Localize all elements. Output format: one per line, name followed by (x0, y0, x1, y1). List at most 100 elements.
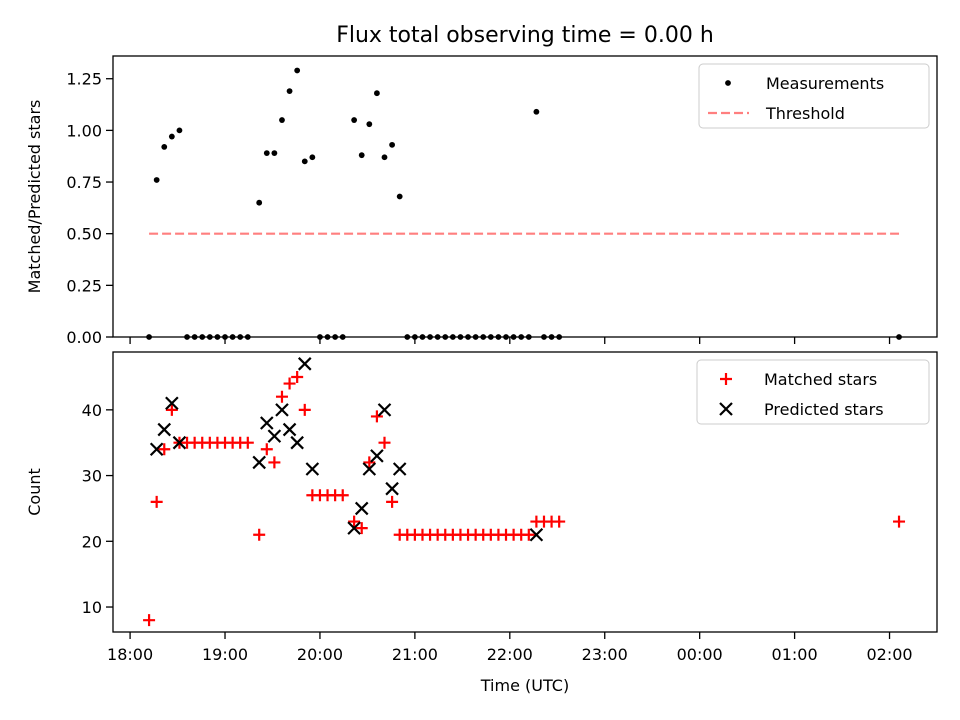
matched-stars-point (158, 443, 171, 456)
predicted-stars-point (149, 442, 164, 457)
matched-stars-point (553, 515, 566, 528)
bottom-panel: 10 20 30 40 18:00 19:00 20:00 21:00 22:00 23:00 00… (25, 351, 938, 695)
measurement-point (161, 144, 168, 150)
measurement-point (176, 127, 183, 134)
measurement-point (168, 133, 175, 140)
y-tick-label: 40 (82, 401, 102, 420)
measurement-point (358, 152, 365, 159)
matched-stars-point (253, 528, 266, 541)
measurement-point (271, 150, 278, 157)
matched-stars-point (291, 370, 304, 383)
legend-marker-matched-stars (720, 373, 732, 385)
series-predicted-stars (149, 357, 544, 542)
predicted-stars-point (157, 422, 172, 437)
matched-stars-point (336, 489, 349, 502)
chart-title: Flux total observing time = 0.00 h (336, 23, 714, 48)
legend-label: Measurements (766, 74, 884, 93)
matched-stars-point (893, 515, 906, 528)
measurement-point (286, 88, 293, 95)
legend (698, 63, 930, 129)
legend-marker-measurements (725, 80, 731, 86)
x-tick-label: 01:00 (772, 645, 818, 664)
legend (696, 359, 930, 425)
predicted-stars-point (377, 403, 392, 417)
top-panel: 0.00 0.25 0.50 0.75 1.00 1.25 Matched/Predicte… (25, 55, 938, 347)
measurement-point (351, 117, 358, 123)
x-tick-label: 23:00 (582, 645, 628, 664)
predicted-stars-point (165, 396, 179, 411)
y-tick-label: 10 (82, 598, 102, 617)
predicted-stars-point (529, 527, 544, 542)
matched-stars-point (165, 403, 178, 416)
y-tick-label: 20 (82, 532, 102, 551)
matched-stars-point (283, 377, 296, 390)
y-axis-label: Count (25, 468, 44, 516)
axes-frame (112, 351, 938, 633)
measurement-point (366, 121, 373, 128)
predicted-stars-point (290, 435, 304, 450)
predicted-stars-point (385, 481, 399, 496)
x-tick-label: 19:00 (202, 645, 248, 664)
matched-stars-point (143, 614, 156, 627)
predicted-stars-point (354, 501, 369, 516)
measurement-point (301, 158, 308, 165)
predicted-stars-point (392, 462, 407, 476)
matched-stars-point (370, 410, 383, 423)
x-tick-label: 18:00 (107, 645, 153, 664)
predicted-stars-point (172, 435, 187, 450)
measurement-point (381, 154, 388, 161)
predicted-stars-point (275, 403, 289, 417)
matched-stars-point (378, 436, 391, 449)
matched-stars-point (275, 390, 288, 403)
measurement-point (279, 117, 285, 123)
y-tick-label: 0.75 (66, 173, 102, 192)
y-tick-label: 0.25 (66, 276, 102, 295)
measurement-point (263, 150, 270, 157)
measurement-point (389, 141, 395, 148)
measurement-point (396, 193, 403, 200)
x-tick-label: 02:00 (866, 645, 912, 664)
matched-stars-point (522, 528, 535, 541)
measurement-point (533, 108, 540, 115)
matched-stars-point (355, 522, 368, 535)
matched-stars-point (363, 456, 376, 469)
predicted-stars-point (305, 462, 320, 476)
y-tick-label: 0.50 (66, 225, 102, 244)
matched-stars-point (298, 403, 311, 416)
matched-stars-point (386, 495, 399, 508)
legend-label: Threshold (765, 104, 845, 123)
x-tick-label: 22:00 (487, 645, 533, 664)
predicted-stars-point (267, 429, 282, 443)
predicted-stars-point (252, 455, 266, 470)
y-tick-label: 1.00 (66, 121, 102, 140)
predicted-stars-point (347, 521, 361, 535)
matched-stars-point (260, 443, 273, 456)
y-tick-label: 1.25 (66, 70, 102, 89)
matched-stars-point (348, 515, 361, 528)
x-tick-label: 00:00 (677, 645, 723, 664)
predicted-stars-point (370, 449, 384, 463)
y-tick-label: 0.00 (66, 328, 102, 347)
y-tick-label: 30 (82, 467, 102, 486)
y-axis-label: Matched/Predicted stars (25, 100, 44, 294)
predicted-stars-point (297, 357, 312, 371)
predicted-stars-point (260, 416, 274, 430)
legend-label: Predicted stars (764, 400, 884, 419)
series-matched-stars (143, 370, 906, 627)
measurement-point (294, 67, 301, 74)
legend-marker-predicted-stars (719, 402, 733, 416)
matched-stars-point (268, 456, 281, 469)
predicted-stars-point (362, 462, 377, 476)
x-tick-label: 20:00 (297, 645, 343, 664)
x-axis-label: Time (UTC) (480, 676, 569, 695)
measurement-point (309, 154, 316, 161)
legend-label: Matched stars (764, 370, 877, 389)
axes-frame (112, 55, 938, 338)
predicted-stars-point (282, 422, 297, 437)
matched-stars-point (241, 436, 254, 449)
x-tick-label: 21:00 (392, 645, 438, 664)
measurement-point (374, 90, 380, 97)
measurement-point (256, 199, 263, 206)
measurement-point (153, 177, 160, 183)
